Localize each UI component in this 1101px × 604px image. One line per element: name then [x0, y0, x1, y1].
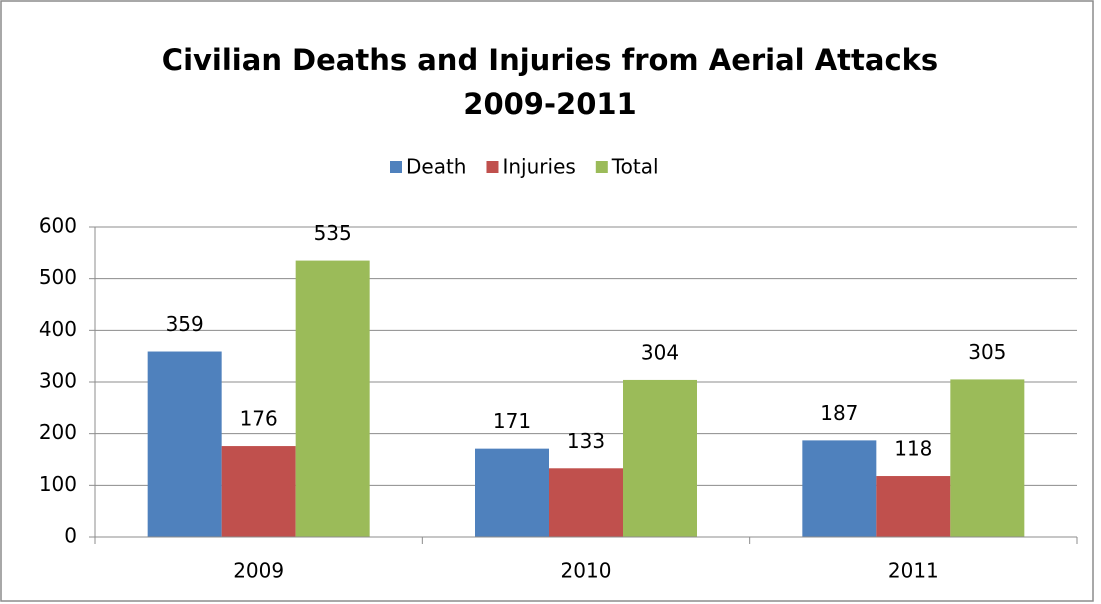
bar	[549, 468, 623, 537]
y-tick-label: 0	[64, 524, 77, 548]
y-tick-label: 300	[39, 369, 77, 393]
bar	[623, 379, 697, 537]
chart-title: Civilian Deaths and Injuries from Aerial…	[162, 43, 938, 77]
data-label: 187	[820, 401, 858, 425]
y-tick-label: 600	[39, 214, 77, 238]
data-label: 304	[641, 340, 679, 364]
bar	[221, 446, 296, 537]
legend-label: Death	[406, 155, 466, 179]
data-label: 133	[567, 429, 605, 453]
data-label: 171	[493, 409, 531, 433]
legend-label: Injuries	[502, 155, 575, 179]
data-label: 118	[894, 437, 932, 461]
data-label: 359	[166, 312, 204, 336]
chart-subtitle: 2009-2011	[463, 87, 636, 121]
legend-swatch	[595, 161, 608, 173]
bar	[147, 351, 222, 537]
x-tick-label: 2010	[561, 559, 612, 583]
y-tick-label: 400	[39, 317, 77, 341]
legend-swatch	[390, 161, 402, 173]
y-tick-label: 500	[39, 265, 77, 289]
data-label: 535	[314, 221, 352, 245]
bar	[876, 476, 951, 537]
bar	[475, 448, 549, 537]
x-tick-label: 2011	[888, 559, 939, 583]
data-label: 176	[240, 407, 278, 431]
legend-swatch	[486, 161, 499, 173]
bar	[802, 440, 877, 537]
legend-label: Total	[611, 155, 659, 179]
bar	[950, 379, 1025, 537]
data-label: 305	[968, 340, 1006, 364]
bar	[295, 260, 370, 537]
y-tick-label: 100	[39, 472, 77, 496]
y-tick-label: 200	[39, 420, 77, 444]
x-tick-label: 2009	[233, 559, 284, 583]
